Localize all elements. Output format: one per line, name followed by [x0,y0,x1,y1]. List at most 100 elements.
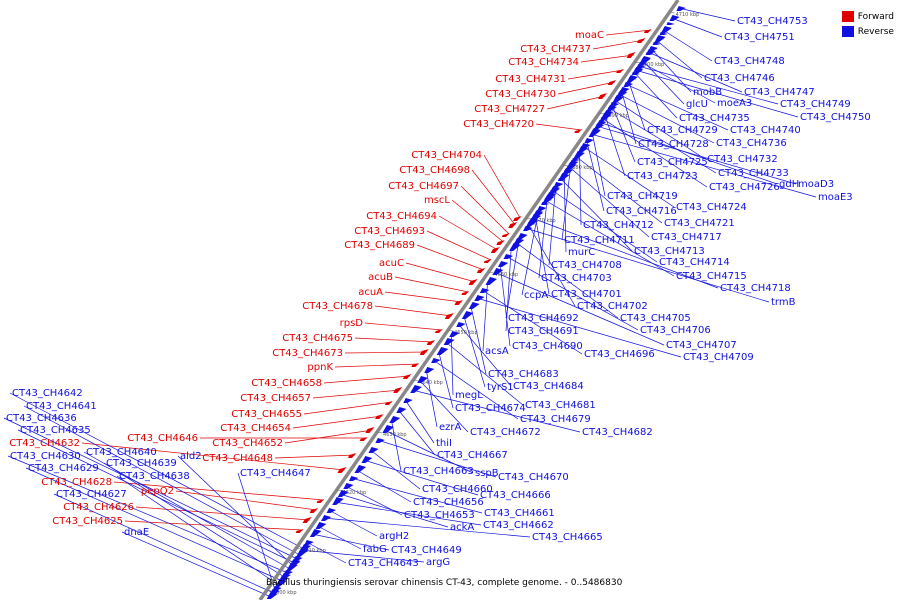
leader-line [483,154,521,219]
reverse-gene [513,238,525,245]
leader-line [608,107,717,174]
reverse-gene [326,508,337,513]
leader-line [416,244,485,271]
reverse-gene-label: moeA3 [717,98,752,109]
leader-line [505,235,520,319]
map-caption: Bacillus thuringiensis serovar chinensis… [266,578,623,588]
forward-gene-label: pepQ2 [141,486,174,497]
leader-line [426,230,492,261]
reverse-gene [517,233,528,239]
leader-line [412,389,581,433]
reverse-gene-label: CT43_CH4692 [508,313,579,324]
forward-gene-label: mscL [424,195,450,206]
reverse-gene [656,37,665,40]
reverse-gene [332,497,344,505]
forward-gene [501,233,510,237]
reverse-gene [523,226,533,231]
legend-forward: Forward [841,9,894,24]
forward-gene-label: CT43_CH4694 [366,211,437,222]
reverse-gene-label: sspB [475,468,499,479]
reverse-gene-label: megL [455,390,483,401]
reverse-gene-label: CT43_CH4627 [56,489,127,500]
forward-gene-label: CT43_CH4730 [485,89,556,100]
reverse-gene-label: CT43_CH4696 [584,349,655,360]
reverse-gene-label: CT43_CH4636 [6,413,77,424]
reverse-gene-label: argG [426,557,450,568]
reverse-gene-label: CT43_CH4640 [86,447,157,458]
reverse-gene [382,425,394,433]
reverse-gene [555,182,564,185]
reverse-gene-label: tyrS1 [487,382,514,393]
reverse-gene-label: CT43_CH4729 [647,125,718,136]
reverse-gene-label: CT43_CH4702 [577,301,648,312]
leader-line [374,305,452,317]
forward-gene [513,216,522,221]
leader-line [471,169,516,226]
reverse-gene-label: CT43_CH4735 [679,113,750,124]
leader-line [505,247,512,332]
leader-line [23,405,299,555]
leader-line [312,389,401,399]
leader-line [548,183,557,266]
reverse-gene-label: CT43_CH4670 [498,472,569,483]
reverse-gene-label: CT43_CH4719 [607,191,678,202]
forward-gene [347,453,357,458]
reverse-gene [449,331,460,337]
leader-line [317,525,362,550]
axis-tick [599,112,605,115]
reverse-gene [666,22,675,25]
reverse-gene-label: CT43_CH4665 [532,532,603,543]
leader-line [625,83,729,131]
axis-tick [376,431,383,434]
reverse-gene-label: CT43_CH4717 [651,232,722,243]
reverse-gene-label: thiI [436,438,452,449]
reverse-gene [309,529,322,537]
reverse-gene [275,579,287,587]
leader-line [438,351,454,409]
forward-gene [598,93,608,99]
leader-line [662,29,713,62]
leader-line [445,341,524,406]
leader-line [398,409,436,456]
leader-line [579,149,582,226]
reverse-gene [546,194,555,197]
leader-line [618,93,715,144]
forward-gene [295,529,304,533]
forward-gene [337,467,347,473]
forward-gene-label: CT43_CH4655 [231,409,302,420]
reverse-gene-label: CT43_CH4674 [455,403,526,414]
reverse-gene-label: CT43_CH4733 [718,168,789,179]
leader-line [559,177,633,252]
reverse-gene [492,268,504,275]
forward-gene [468,279,478,285]
leader-line [450,333,454,396]
reverse-gene [424,367,435,373]
axis-tick-label: 4620 kbp [343,490,367,496]
leader-line [274,454,356,459]
reverse-gene-label: CT43_CH4749 [780,99,851,110]
leader-line [339,493,449,528]
axis-tick [413,379,419,382]
leader-line [605,29,652,36]
reverse-gene-label: CT43_CH4638 [119,471,190,482]
reverse-gene [497,261,509,267]
leader-line [532,217,719,289]
axis-tick-label: 4640 kbp [419,380,443,386]
leader-line [476,297,682,358]
reverse-gene-label: CT43_CH4681 [525,400,596,411]
axis-tick-label: 4600 kbp [273,590,297,596]
reverse-gene [286,563,298,571]
reverse-swatch [841,26,854,37]
reverse-gene [571,158,580,161]
leader-line [650,47,692,93]
leader-line [633,71,678,119]
reverse-gene [535,210,544,213]
leader-line [505,255,639,331]
leader-line [323,375,411,384]
leader-line [81,442,345,471]
reverse-gene-label: CT43_CH4746 [704,73,775,84]
leader-line [121,531,269,597]
axis-tick-label: 4660 kbp [495,272,519,278]
leader-line [419,379,469,433]
